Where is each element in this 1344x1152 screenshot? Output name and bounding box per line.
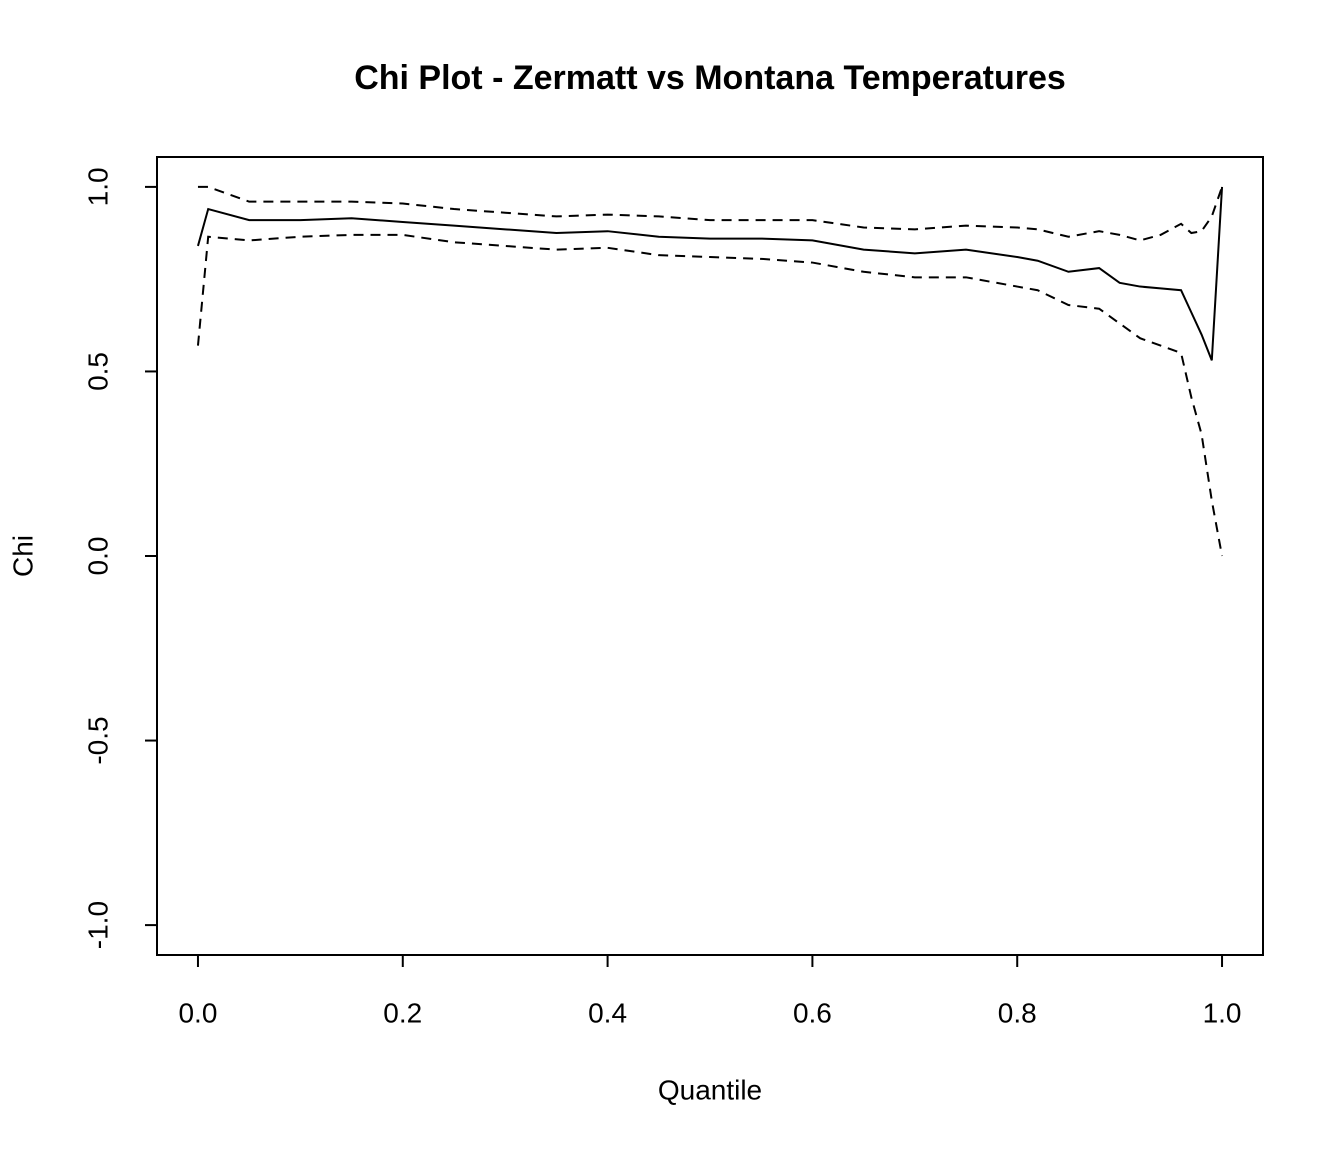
y-tick-label: -0.5 bbox=[82, 716, 113, 764]
x-tick-label: 1.0 bbox=[1203, 997, 1242, 1028]
y-axis-label: Chi bbox=[7, 535, 38, 577]
chart-title: Chi Plot - Zermatt vs Montana Temperatur… bbox=[354, 59, 1066, 97]
x-tick-label: 0.0 bbox=[178, 997, 217, 1028]
plot-box bbox=[156, 156, 1264, 956]
chi-line bbox=[197, 185, 1223, 242]
x-tick-label: 0.2 bbox=[383, 997, 422, 1028]
y-tick-label: 1.0 bbox=[82, 167, 113, 206]
y-tick-label: 0.0 bbox=[82, 537, 113, 576]
y-tick-label: -1.0 bbox=[82, 901, 113, 949]
x-tick-label: 0.4 bbox=[588, 997, 627, 1028]
chi-line bbox=[196, 186, 1224, 361]
x-axis-label: Quantile bbox=[658, 1074, 762, 1105]
x-tick-label: 0.6 bbox=[793, 997, 832, 1028]
chi-line bbox=[196, 233, 1224, 557]
x-tick-label: 0.8 bbox=[998, 997, 1037, 1028]
y-tick-label: 0.5 bbox=[82, 352, 113, 391]
